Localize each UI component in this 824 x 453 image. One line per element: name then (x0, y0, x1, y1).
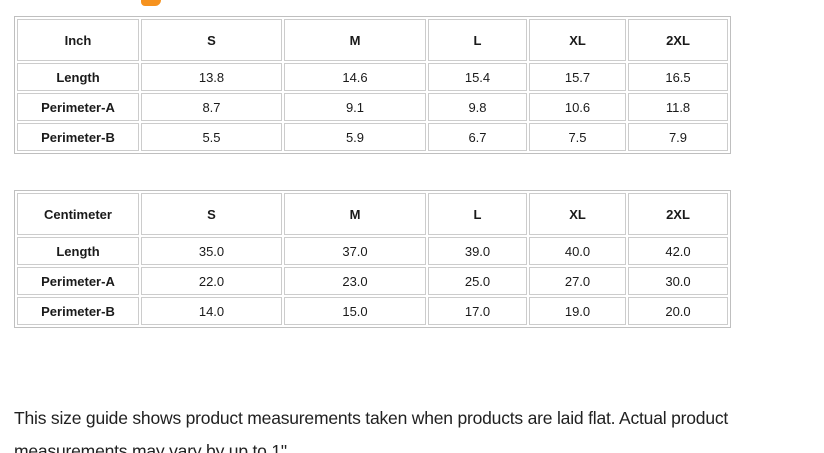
measurement-cell: 40.0 (529, 237, 626, 265)
measurement-cell: 19.0 (529, 297, 626, 325)
measurement-cell: 11.8 (628, 93, 728, 121)
measurement-cell: 37.0 (284, 237, 426, 265)
clipped-heading-letter (141, 0, 161, 6)
size-column-header: XL (529, 193, 626, 235)
size-column-header: M (284, 193, 426, 235)
table-row: Length 35.0 37.0 39.0 40.0 42.0 (17, 237, 728, 265)
size-column-header: L (428, 193, 527, 235)
measurement-cell: 8.7 (141, 93, 282, 121)
unit-header: Centimeter (17, 193, 139, 235)
measurement-cell: 15.7 (529, 63, 626, 91)
measurement-cell: 25.0 (428, 267, 527, 295)
size-column-header: 2XL (628, 19, 728, 61)
size-table-inch: Inch S M L XL 2XL Length 13.8 14.6 15.4 15.7 16.5 P… (14, 16, 731, 154)
size-column-header: M (284, 19, 426, 61)
measurement-cell: 15.0 (284, 297, 426, 325)
table-row: Perimeter-A 8.7 9.1 9.8 10.6 11.8 (17, 93, 728, 121)
row-label: Perimeter-B (17, 123, 139, 151)
row-label: Perimeter-A (17, 267, 139, 295)
header-row: Inch S M L XL 2XL (17, 19, 728, 61)
measurement-cell: 5.9 (284, 123, 426, 151)
measurement-cell: 10.6 (529, 93, 626, 121)
measurement-cell: 14.6 (284, 63, 426, 91)
size-column-header: XL (529, 19, 626, 61)
measurement-cell: 7.5 (529, 123, 626, 151)
size-column-header: L (428, 19, 527, 61)
measurement-cell: 15.4 (428, 63, 527, 91)
row-label: Perimeter-A (17, 93, 139, 121)
measurement-cell: 9.8 (428, 93, 527, 121)
size-table-centimeter: Centimeter S M L XL 2XL Length 35.0 37.0 39.0 40.… (14, 190, 731, 328)
measurement-cell: 39.0 (428, 237, 527, 265)
measurement-cell: 13.8 (141, 63, 282, 91)
table-row: Perimeter-B 14.0 15.0 17.0 19.0 20.0 (17, 297, 728, 325)
size-column-header: S (141, 193, 282, 235)
measurement-cell: 30.0 (628, 267, 728, 295)
size-column-header: S (141, 19, 282, 61)
measurement-cell: 9.1 (284, 93, 426, 121)
measurement-cell: 5.5 (141, 123, 282, 151)
row-label: Length (17, 237, 139, 265)
table-row: Length 13.8 14.6 15.4 15.7 16.5 (17, 63, 728, 91)
row-label: Length (17, 63, 139, 91)
table-row: Perimeter-B 5.5 5.9 6.7 7.5 7.9 (17, 123, 728, 151)
measurement-cell: 7.9 (628, 123, 728, 151)
measurement-cell: 16.5 (628, 63, 728, 91)
measurement-cell: 42.0 (628, 237, 728, 265)
table-row: Perimeter-A 22.0 23.0 25.0 27.0 30.0 (17, 267, 728, 295)
size-column-header: 2XL (628, 193, 728, 235)
measurement-cell: 27.0 (529, 267, 626, 295)
row-label: Perimeter-B (17, 297, 139, 325)
measurement-cell: 22.0 (141, 267, 282, 295)
measurement-cell: 6.7 (428, 123, 527, 151)
measurement-cell: 14.0 (141, 297, 282, 325)
header-row: Centimeter S M L XL 2XL (17, 193, 728, 235)
measurement-cell: 20.0 (628, 297, 728, 325)
measurement-cell: 17.0 (428, 297, 527, 325)
size-guide-note: This size guide shows product measuremen… (14, 407, 729, 453)
unit-header: Inch (17, 19, 139, 61)
measurement-cell: 23.0 (284, 267, 426, 295)
measurement-cell: 35.0 (141, 237, 282, 265)
